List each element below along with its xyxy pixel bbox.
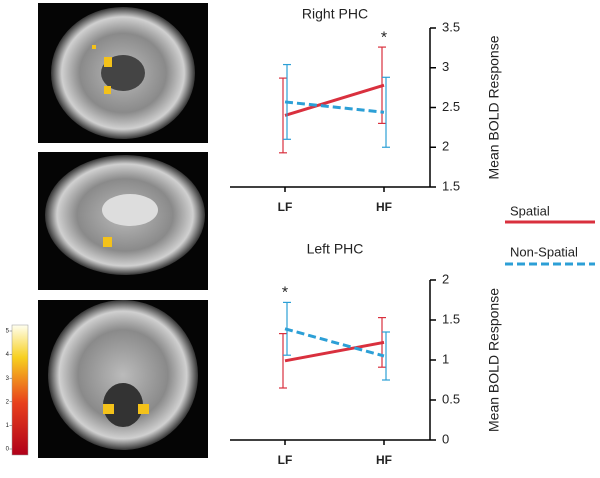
y-tick-label: 1.5 [442,178,460,193]
y-tick-label: 2 [442,139,449,154]
y-tick-label: 3 [442,59,449,74]
legend-label: Spatial [510,203,550,218]
annotation: * [282,285,288,302]
y-tick-label: 3.5 [442,19,460,34]
colorbar [11,324,29,456]
x-tick-label: LF [278,200,293,214]
brain-coronal [38,300,208,458]
x-tick-label: LF [278,453,293,467]
x-tick-label: HF [376,200,392,214]
series-line [284,83,385,117]
y-axis-label: Mean BOLD Response [486,35,502,179]
error-bar [382,331,390,381]
x-tick-label: HF [376,453,392,467]
annotation: * [381,29,387,46]
y-tick-label: 1.5 [442,311,460,326]
error-bar [279,77,287,154]
colorbar-tick-label: 1 [6,423,10,429]
legend-label: Non-Spatial [510,244,578,259]
series-line [284,327,385,358]
brain-sagittal [38,152,208,290]
y-tick-label: 0.5 [442,391,460,406]
y-tick-label: 2 [442,271,449,286]
series-line [284,340,385,363]
y-tick-label: 1 [442,351,449,366]
error-bar [279,333,287,389]
y-tick-label: 2.5 [442,99,460,114]
colorbar-tick-label: 5 [6,329,10,335]
colorbar-tick-label: 0 [6,447,10,453]
colorbar-tick-label: 3 [6,376,10,382]
y-tick-label: 0 [442,431,449,446]
chart-title: Left PHC [307,241,364,257]
y-axis-label: Mean BOLD Response [486,288,502,432]
series-line [284,100,385,114]
brain-axial [38,3,208,143]
colorbar-tick-label: 4 [6,352,10,358]
error-bar [382,76,390,148]
colorbar-tick-label: 2 [6,399,10,405]
chart-title: Right PHC [302,6,368,22]
